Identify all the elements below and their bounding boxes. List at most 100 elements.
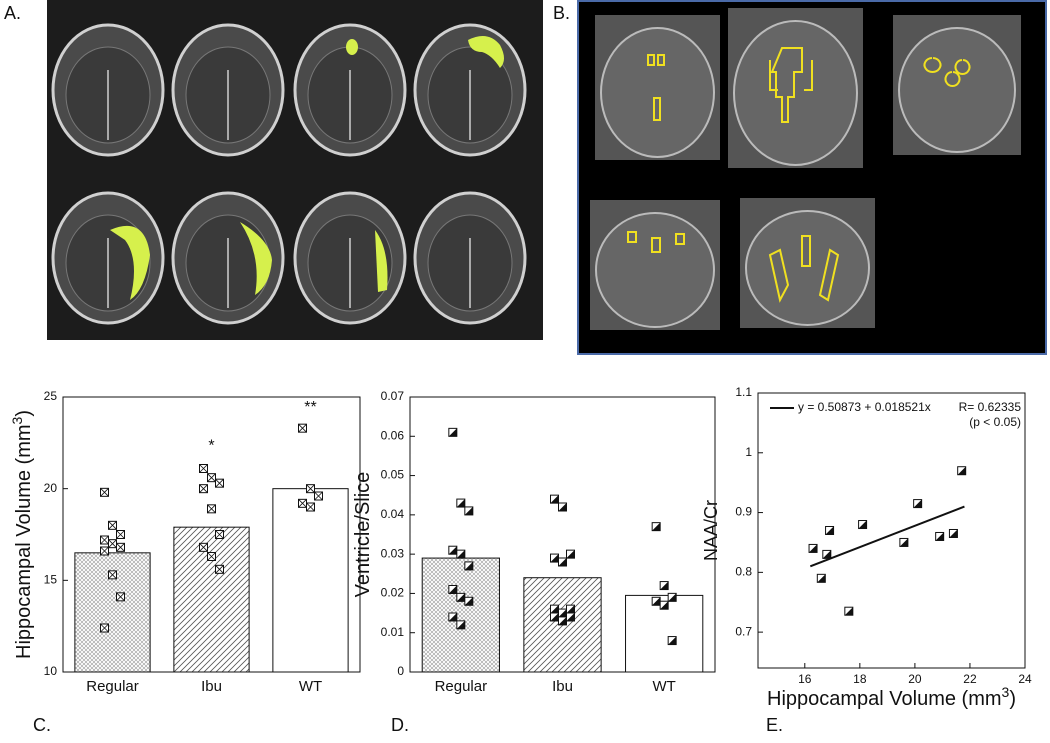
marker-half: [822, 550, 831, 559]
data-point: [215, 530, 224, 539]
x-tick-label: 22: [963, 672, 977, 686]
marker-half: [550, 495, 559, 504]
marker-half: [825, 526, 834, 535]
legend-text: R= 0.62335: [959, 400, 1022, 414]
roi-outline: [768, 235, 840, 303]
data-point: [659, 600, 669, 610]
data-point: [199, 542, 208, 552]
marker-cross: [108, 521, 117, 530]
marker-half: [456, 550, 465, 559]
marker-half: [464, 506, 473, 515]
data-point: [199, 484, 208, 494]
marker-half: [448, 428, 457, 437]
data-point: [957, 466, 967, 476]
legend-text: (p < 0.05): [969, 415, 1021, 429]
marker-half: [668, 593, 677, 602]
marker-half: [448, 585, 457, 594]
y-tick-label: 0.9: [735, 505, 752, 519]
axis-label: Ventricle/Slice: [352, 472, 374, 598]
marker-half: [935, 532, 944, 541]
x-tick-label: 20: [908, 672, 922, 686]
panel-label: D.: [391, 715, 409, 735]
marker-half: [558, 616, 567, 625]
marker-half: [448, 613, 457, 621]
marker-half: [558, 609, 567, 618]
data-point: [306, 484, 315, 494]
data-point: [566, 549, 575, 559]
data-point: [558, 616, 567, 626]
marker-cross: [199, 484, 208, 493]
data-point: [948, 528, 958, 538]
data-point: [116, 592, 125, 602]
marker-cross: [100, 535, 109, 545]
data-point: [100, 487, 109, 497]
brain-slice: [898, 27, 1016, 153]
marker-cross: [215, 478, 224, 488]
marker-half: [464, 597, 473, 606]
brain-slice: [595, 212, 715, 328]
data-point: [935, 531, 945, 541]
bar: [173, 526, 250, 673]
y-tick-label: 0.06: [381, 428, 405, 442]
data-point: [659, 581, 669, 591]
x-tick-label: 24: [1018, 672, 1032, 686]
y-tick-label: 15: [44, 573, 58, 587]
marker-cross: [116, 543, 125, 552]
brain-slice: [600, 27, 715, 158]
plot-frame: [409, 396, 716, 673]
data-point: [651, 522, 661, 532]
axis-label-sup: 3: [9, 416, 25, 424]
axis-label-text: Hippocampal Volume (mm: [767, 688, 1002, 710]
data-point: [464, 506, 474, 516]
data-point: [566, 604, 575, 614]
plot-frame: [757, 392, 1026, 669]
axis-label-text: NAA/Cr: [701, 500, 721, 561]
marker-half: [668, 636, 677, 645]
plot-frame: [62, 396, 361, 673]
data-point: [306, 502, 315, 512]
legend-text: y = 0.50873 + 0.018521x: [798, 400, 931, 414]
brain-slice: [745, 210, 870, 326]
marker-half: [949, 529, 958, 538]
axis-label-sup: 3: [1002, 684, 1010, 700]
data-point: [100, 546, 109, 556]
marker-cross: [108, 570, 117, 580]
marker-cross: [199, 464, 208, 473]
y-tick-label: 0.05: [381, 468, 405, 482]
axis-label-end: ): [13, 410, 35, 417]
data-point: [448, 612, 458, 622]
fit-line: [809, 505, 965, 568]
data-point: [448, 545, 458, 555]
x-tick-label: Regular: [86, 678, 139, 695]
marker-half: [899, 538, 908, 547]
marker-half: [566, 613, 575, 621]
x-tick-label: WT: [653, 678, 676, 695]
axis-label-text: Ventricle/Slice: [352, 472, 374, 598]
data-point: [100, 535, 109, 545]
data-point: [558, 502, 567, 512]
y-tick-label: 0.02: [381, 586, 405, 600]
marker-half: [456, 620, 465, 629]
axis-label: Hippocampal Volume (mm3): [9, 410, 36, 659]
marker-cross: [298, 499, 307, 508]
roi-outline: [769, 47, 813, 123]
x-tick-label: 18: [853, 672, 867, 686]
panel-label: E.: [766, 715, 783, 735]
x-tick-label: WT: [299, 678, 322, 695]
roi: [110, 225, 150, 300]
axis-label-end: ): [1009, 688, 1016, 710]
data-point: [550, 612, 559, 622]
data-point: [456, 549, 466, 559]
axis-label: Hippocampal Volume (mm3): [767, 684, 1016, 711]
marker-cross: [116, 530, 125, 539]
y-tick-label: 20: [44, 481, 58, 495]
data-point: [116, 542, 125, 552]
data-point: [116, 530, 125, 539]
marker-half: [456, 499, 465, 508]
marker-half: [550, 605, 559, 614]
y-tick-label: 10: [44, 664, 58, 678]
roi: [468, 36, 504, 68]
marker-half: [566, 550, 575, 559]
marker-cross: [215, 530, 224, 539]
